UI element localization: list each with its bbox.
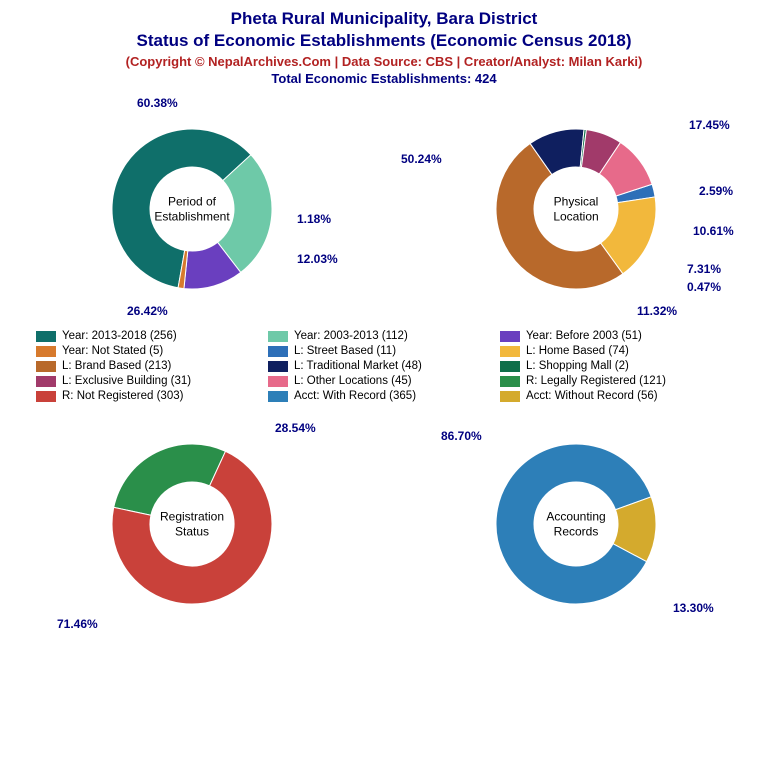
legend-text: Year: 2013-2018 (256): [62, 330, 177, 342]
legend-item: L: Street Based (11): [268, 345, 500, 357]
chart-row-bottom: RegistrationStatus28.54%71.46% Accountin…: [0, 409, 768, 639]
pct-label: 2.59%: [699, 184, 733, 198]
legend-text: Acct: Without Record (56): [526, 390, 658, 402]
legend-swatch: [36, 376, 56, 387]
donut-slice: [114, 444, 226, 515]
chart-location: PhysicalLocation17.45%2.59%10.61%7.31%0.…: [391, 94, 761, 324]
subtitle: (Copyright © NepalArchives.Com | Data So…: [0, 54, 768, 69]
legend-item: L: Home Based (74): [500, 345, 732, 357]
legend-text: R: Legally Registered (121): [526, 375, 666, 387]
pct-label: 60.38%: [137, 96, 178, 110]
legend-item: Acct: Without Record (56): [500, 390, 732, 402]
header: Pheta Rural Municipality, Bara District …: [0, 0, 768, 86]
legend-item: Year: 2003-2013 (112): [268, 330, 500, 342]
legend-text: Year: Before 2003 (51): [526, 330, 642, 342]
pct-label: 17.45%: [689, 118, 730, 132]
legend-item: L: Shopping Mall (2): [500, 360, 732, 372]
pct-label: 50.24%: [401, 152, 442, 166]
pct-label: 28.54%: [275, 421, 316, 435]
legend-item: R: Not Registered (303): [36, 390, 268, 402]
legend-swatch: [268, 346, 288, 357]
legend-text: L: Street Based (11): [294, 345, 396, 357]
legend-swatch: [500, 346, 520, 357]
pct-label: 71.46%: [57, 617, 98, 631]
pct-label: 10.61%: [693, 224, 734, 238]
total-count: Total Economic Establishments: 424: [0, 71, 768, 86]
legend-text: L: Other Locations (45): [294, 375, 412, 387]
legend-text: R: Not Registered (303): [62, 390, 183, 402]
pct-label: 86.70%: [441, 429, 482, 443]
title-line-1: Pheta Rural Municipality, Bara District: [0, 8, 768, 30]
legend-text: L: Traditional Market (48): [294, 360, 422, 372]
legend-swatch: [500, 331, 520, 342]
pct-label: 13.30%: [673, 601, 714, 615]
legend-item: L: Other Locations (45): [268, 375, 500, 387]
legend-item: L: Traditional Market (48): [268, 360, 500, 372]
pct-label: 7.31%: [687, 262, 721, 276]
legend-item: Acct: With Record (365): [268, 390, 500, 402]
donut-svg: [7, 94, 377, 324]
legend-item: Year: Before 2003 (51): [500, 330, 732, 342]
legend: Year: 2013-2018 (256) Year: 2003-2013 (11…: [0, 324, 768, 405]
pct-label: 1.18%: [297, 212, 331, 226]
legend-text: Year: 2003-2013 (112): [294, 330, 408, 342]
legend-item: L: Brand Based (213): [36, 360, 268, 372]
chart-period: Period ofEstablishment60.38%26.42%12.03%…: [7, 94, 377, 324]
chart-accounting: AccountingRecords86.70%13.30%: [391, 409, 761, 639]
legend-text: Year: Not Stated (5): [62, 345, 163, 357]
legend-swatch: [36, 346, 56, 357]
legend-swatch: [36, 361, 56, 372]
legend-swatch: [268, 361, 288, 372]
legend-swatch: [36, 391, 56, 402]
donut-svg: [7, 409, 377, 639]
pct-label: 11.32%: [637, 304, 677, 318]
legend-item: Year: Not Stated (5): [36, 345, 268, 357]
legend-text: Acct: With Record (365): [294, 390, 416, 402]
legend-text: L: Exclusive Building (31): [62, 375, 191, 387]
legend-text: L: Brand Based (213): [62, 360, 171, 372]
legend-text: L: Home Based (74): [526, 345, 629, 357]
chart-row-top: Period ofEstablishment60.38%26.42%12.03%…: [0, 94, 768, 324]
pct-label: 0.47%: [687, 280, 721, 294]
legend-item: L: Exclusive Building (31): [36, 375, 268, 387]
pct-label: 12.03%: [297, 252, 338, 266]
legend-swatch: [268, 391, 288, 402]
chart-registration: RegistrationStatus28.54%71.46%: [7, 409, 377, 639]
legend-swatch: [268, 376, 288, 387]
legend-item: R: Legally Registered (121): [500, 375, 732, 387]
legend-swatch: [268, 331, 288, 342]
legend-swatch: [500, 376, 520, 387]
legend-item: Year: 2013-2018 (256): [36, 330, 268, 342]
legend-text: L: Shopping Mall (2): [526, 360, 629, 372]
legend-swatch: [36, 331, 56, 342]
legend-swatch: [500, 391, 520, 402]
pct-label: 26.42%: [127, 304, 168, 318]
title-line-2: Status of Economic Establishments (Econo…: [0, 30, 768, 52]
legend-swatch: [500, 361, 520, 372]
